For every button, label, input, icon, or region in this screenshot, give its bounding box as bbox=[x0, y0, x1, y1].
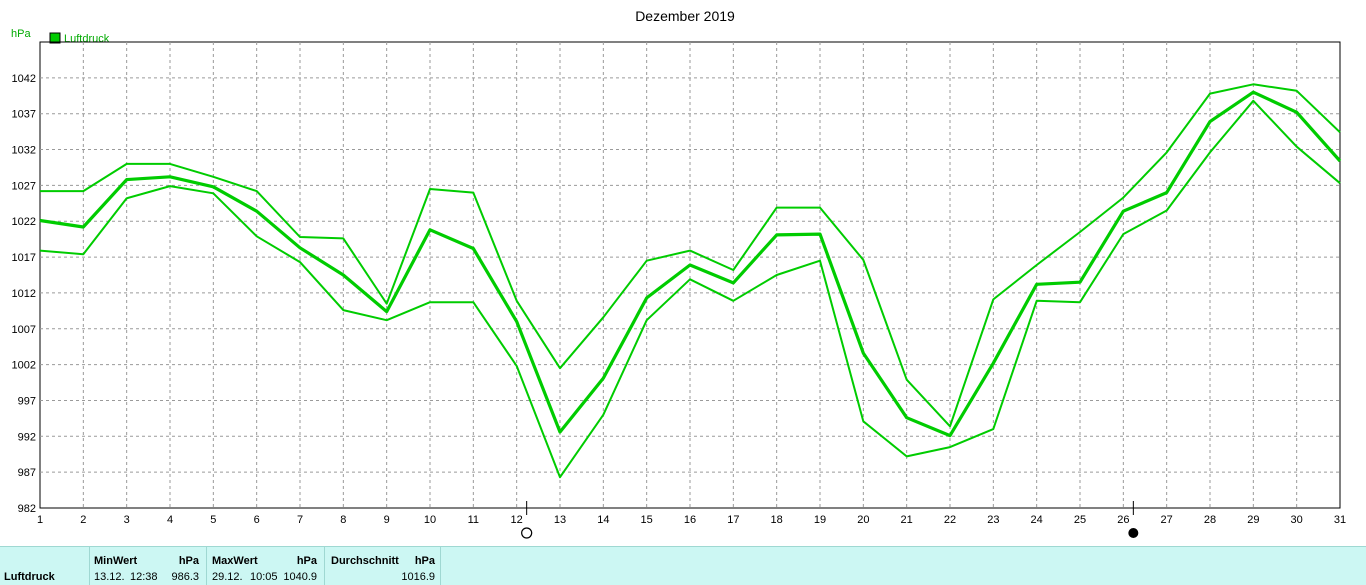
y-tick-label: 992 bbox=[18, 431, 36, 443]
stats-bar: Luftdruck MinWert hPa 13.12. 12:38 986.3… bbox=[0, 546, 1366, 585]
legend-swatch bbox=[49, 32, 61, 44]
min-date: 13.12. bbox=[94, 571, 125, 583]
x-tick-label: 29 bbox=[1247, 514, 1259, 526]
x-tick-label: 9 bbox=[384, 514, 390, 526]
x-tick-label: 11 bbox=[468, 514, 479, 526]
stats-label-cell: Luftdruck bbox=[0, 547, 89, 585]
x-tick-label: 2 bbox=[80, 514, 86, 526]
y-tick-label: 1037 bbox=[12, 109, 36, 121]
y-tick-label: 997 bbox=[18, 395, 36, 407]
series-group bbox=[39, 83, 1342, 479]
min-value: 986.3 bbox=[171, 571, 199, 583]
grid bbox=[40, 42, 1340, 508]
x-tick-label: 13 bbox=[554, 514, 566, 526]
x-tick-label: 6 bbox=[254, 514, 260, 526]
new-moon-icon bbox=[1128, 528, 1139, 538]
x-tick-label: 10 bbox=[424, 514, 436, 526]
x-tick-label: 26 bbox=[1117, 514, 1129, 526]
x-tick-label: 16 bbox=[684, 514, 696, 526]
series-line bbox=[40, 83, 1341, 428]
avg-unit: hPa bbox=[414, 555, 435, 567]
y-tick-label: 1007 bbox=[12, 324, 36, 336]
x-tick-label: 5 bbox=[210, 514, 216, 526]
min-time: 12:38 bbox=[130, 571, 158, 583]
series-line bbox=[39, 99, 1341, 479]
full-moon-icon bbox=[521, 527, 533, 539]
stats-empty-cell bbox=[440, 547, 1366, 585]
y-tick-label: 1012 bbox=[12, 288, 36, 300]
y-tick-label: 1017 bbox=[12, 252, 36, 264]
x-tick-label: 7 bbox=[297, 514, 303, 526]
y-axis: 982 987 992 997 1002 1007 1012 1017 1022 1027 1032… bbox=[12, 73, 36, 515]
y-tick-label: 1002 bbox=[12, 360, 36, 372]
x-tick-label: 24 bbox=[1031, 514, 1043, 526]
y-tick-label: 1027 bbox=[12, 180, 36, 192]
x-tick-label: 31 bbox=[1334, 514, 1346, 526]
x-tick-label: 27 bbox=[1161, 514, 1173, 526]
x-tick-label: 15 bbox=[641, 514, 653, 526]
min-unit: hPa bbox=[178, 555, 199, 567]
x-tick-label: 25 bbox=[1074, 514, 1086, 526]
y-tick-label: 1032 bbox=[12, 145, 36, 157]
y-tick-label: 1022 bbox=[12, 216, 36, 228]
x-tick-label: 1 bbox=[37, 514, 43, 526]
max-value: 1040.9 bbox=[283, 571, 317, 583]
chart-title: Dezember 2019 bbox=[635, 8, 735, 24]
x-tick-label: 12 bbox=[511, 514, 523, 526]
x-tick-label: 22 bbox=[944, 514, 956, 526]
max-date: 29.12. bbox=[212, 571, 243, 583]
legend-label: Luftdruck bbox=[64, 33, 110, 45]
avg-value: 1016.9 bbox=[401, 571, 435, 583]
max-time: 10:05 bbox=[250, 571, 278, 583]
x-tick-label: 19 bbox=[814, 514, 826, 526]
avg-header: Durchschnitt bbox=[331, 555, 399, 567]
y-tick-label: 1042 bbox=[12, 73, 36, 85]
moon-markers bbox=[521, 501, 1139, 539]
x-tick-label: 8 bbox=[340, 514, 346, 526]
x-tick-label: 30 bbox=[1291, 514, 1303, 526]
max-header: MaxWert bbox=[212, 555, 258, 567]
min-header: MinWert bbox=[94, 555, 138, 567]
max-unit: hPa bbox=[296, 555, 317, 567]
x-tick-label: 23 bbox=[987, 514, 999, 526]
min-cell: MinWert hPa 13.12. 12:38 986.3 bbox=[89, 547, 207, 585]
x-tick-label: 3 bbox=[124, 514, 130, 526]
series-line bbox=[39, 90, 1342, 438]
x-axis: 1 2 3 4 5 6 7 8 9 10 11 12 13 14 15 16 17 18 19 20 21 22 23 24 2… bbox=[37, 514, 1346, 526]
y-tick-label: 987 bbox=[18, 467, 36, 479]
avg-cell: Durchschnitt hPa 1016.9 bbox=[324, 547, 441, 585]
max-cell: MaxWert hPa 29.12. 10:05 1040.9 bbox=[206, 547, 325, 585]
x-tick-label: 4 bbox=[167, 514, 173, 526]
x-tick-label: 21 bbox=[901, 514, 913, 526]
x-tick-label: 17 bbox=[727, 514, 739, 526]
chart: Dezember 2019 hPa Luftdruck 982987992997… bbox=[11, 8, 1346, 539]
x-tick-label: 20 bbox=[857, 514, 869, 526]
x-tick-label: 14 bbox=[597, 514, 609, 526]
stats-label: Luftdruck bbox=[4, 571, 55, 583]
y-axis-unit: hPa bbox=[11, 28, 31, 40]
y-tick-label: 982 bbox=[18, 503, 36, 515]
x-tick-label: 18 bbox=[771, 514, 783, 526]
x-tick-label: 28 bbox=[1204, 514, 1216, 526]
